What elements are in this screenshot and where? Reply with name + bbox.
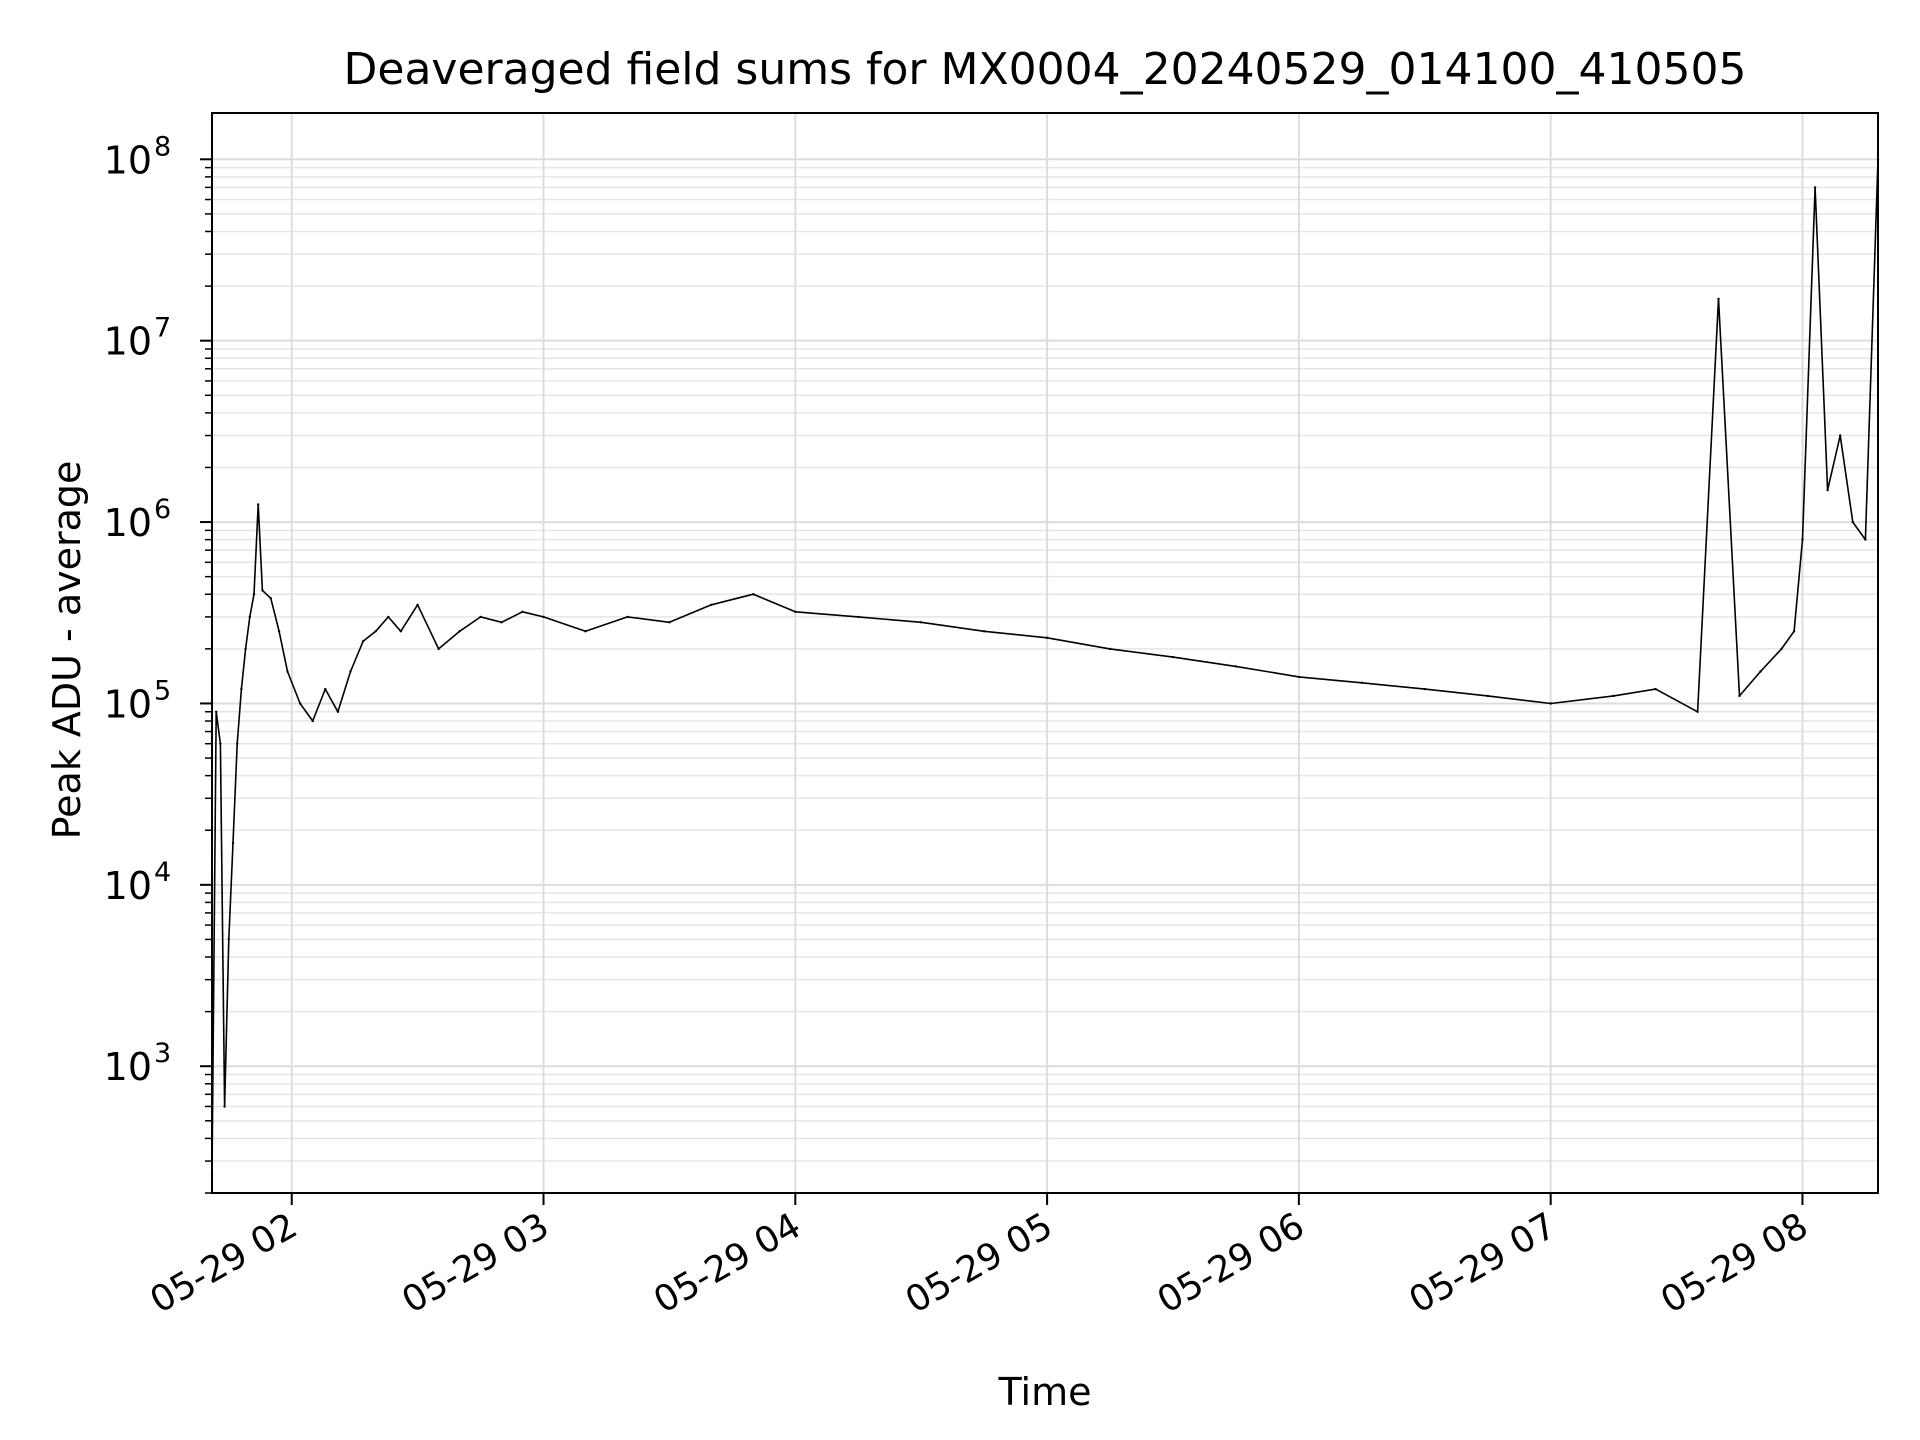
data-point [1360,681,1364,684]
data-point [240,687,243,691]
y-tick-exponent: 8 [154,131,171,162]
data-point [521,610,524,613]
data-point [1045,636,1049,639]
data-point [236,742,239,745]
data-point [1297,675,1301,679]
y-tick-label: 10 [104,864,152,908]
data-point [626,615,629,619]
y-tick-exponent: 4 [154,857,171,888]
data-point [920,621,923,624]
y-tick-exponent: 3 [154,1038,171,1069]
data-point [1851,520,1855,524]
plot-frame [211,112,1879,1194]
data-point [1717,297,1720,301]
grid [212,113,1878,1194]
data-point [286,670,289,673]
data-point [374,630,377,633]
data-point [710,603,713,606]
data-point [1813,186,1817,189]
data-point [257,503,260,506]
y-tick-exponent: 7 [154,313,171,344]
data-point [1654,687,1657,691]
data-point [336,710,340,713]
data-point [479,615,482,619]
data-point [269,597,272,600]
data-point [1792,630,1796,633]
data-point [416,603,419,606]
data-point [458,630,461,633]
y-tick-exponent: 6 [154,494,171,525]
data-point [311,719,314,723]
data-point [1549,702,1552,705]
data-point [983,630,986,633]
y-tick-label: 10 [104,501,152,545]
y-tick-label: 10 [104,682,152,726]
data-point [584,630,587,633]
data-line-group [210,158,1880,1177]
data-point [1759,670,1762,673]
data-point [857,615,860,619]
data-point [298,702,302,705]
data-point [361,640,365,643]
y-axis-label: Peak ADU - average [45,461,89,840]
y-tick-label: 10 [104,1045,152,1089]
data-point [1423,687,1427,691]
data-point [227,938,230,941]
data-point [324,687,327,691]
data-point [500,621,503,624]
chart-title: Deaveraged field sums for MX0004_2024052… [344,44,1747,95]
data-point [1108,647,1112,651]
data-point [1801,538,1804,541]
data-point [244,647,247,651]
data-point [349,670,352,673]
data-point [752,593,755,596]
data-point [794,610,797,613]
data-point [542,615,545,619]
data-point [1839,434,1842,437]
data-point [1696,710,1699,713]
data-point [231,841,235,845]
y-tick-exponent: 5 [154,675,171,706]
data-point [1171,655,1175,659]
data-point [1738,694,1741,698]
y-tick-label: 10 [104,320,152,364]
data-point [1486,694,1489,698]
data-point [261,589,264,592]
data-point [215,710,218,713]
data-point [668,621,671,624]
data-point [1780,647,1783,651]
data-point [223,1105,226,1108]
data-point [219,742,222,745]
data-point [437,647,440,651]
data-point [399,630,402,633]
x-axis-label: Time [998,1370,1092,1414]
data-point [1612,694,1615,698]
data-point [1234,665,1238,668]
data-point [252,593,256,596]
data-point [1826,488,1829,492]
data-point [387,615,390,619]
data-point [1864,538,1867,541]
data-point [248,615,251,619]
data-point [277,630,281,633]
y-tick-label: 10 [104,138,152,182]
